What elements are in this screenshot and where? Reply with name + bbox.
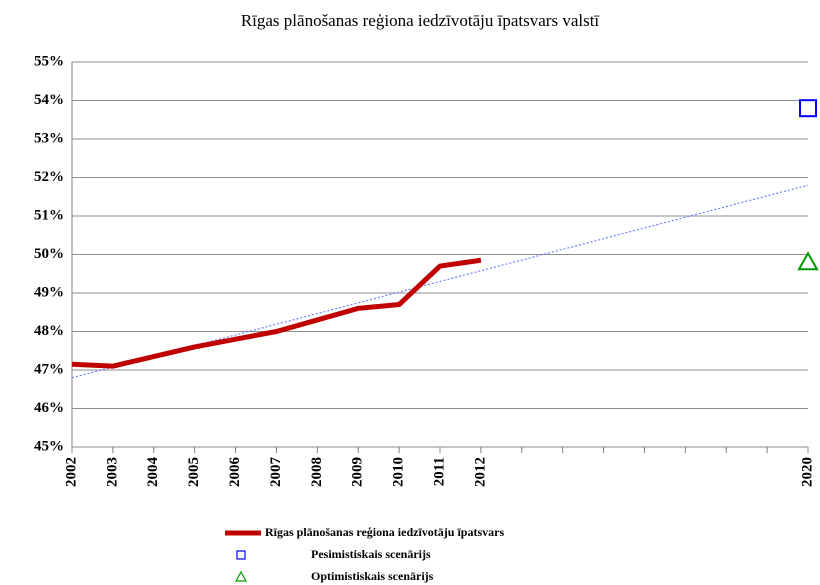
y-tick-label: 51% <box>34 207 64 223</box>
x-tick-label: 2003 <box>104 457 120 487</box>
trendline <box>71 184 809 379</box>
legend-label: Pesimistiskais scenārijs <box>311 547 431 561</box>
legend-swatch <box>236 550 246 560</box>
y-tick-label: 46% <box>34 400 64 416</box>
x-tick-label: 2007 <box>268 457 284 488</box>
legend-swatch <box>234 570 248 582</box>
y-tick-label: 53% <box>34 130 64 146</box>
y-tick-label: 48% <box>34 323 64 339</box>
series-line <box>71 257 482 369</box>
x-tick-label: 2002 <box>63 457 79 487</box>
y-tick-label: 50% <box>34 246 64 262</box>
y-tick-label: 47% <box>34 361 64 377</box>
x-tick-label: 2009 <box>350 457 366 487</box>
y-tick-label: 54% <box>34 92 64 108</box>
x-tick-label: 2008 <box>309 457 325 487</box>
y-tick-label: 55% <box>34 53 64 69</box>
chart-title: Rīgas plānošanas reģiona iedzīvotāju īpa… <box>241 11 600 30</box>
x-tick-label: 2004 <box>145 457 161 488</box>
x-tick-label: 2012 <box>472 457 488 487</box>
legend-label: Optimistiskais scenārijs <box>311 569 434 583</box>
legend-label: Rīgas plānošanas reģiona iedzīvotāju īpa… <box>265 525 504 539</box>
triangle-marker <box>797 251 819 271</box>
x-tick-label: 2020 <box>799 457 815 487</box>
square-marker <box>799 99 817 118</box>
y-tick-label: 52% <box>34 169 64 185</box>
y-tick-label: 45% <box>34 438 64 454</box>
x-tick-label: 2011 <box>431 457 447 486</box>
x-tick-label: 2010 <box>391 457 407 487</box>
x-tick-label: 2005 <box>186 457 202 487</box>
y-tick-label: 49% <box>34 284 64 300</box>
x-tick-label: 2006 <box>227 457 243 488</box>
